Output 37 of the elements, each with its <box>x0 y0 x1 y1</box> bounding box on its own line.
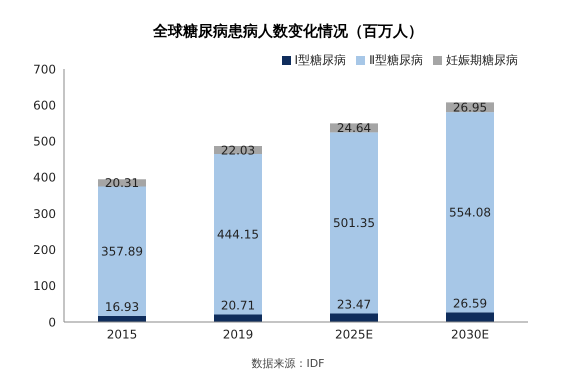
data-label: 23.47 <box>336 298 372 312</box>
legend-label: Ⅰ型糖尿病 <box>294 53 346 67</box>
y-tick-label: 700 <box>33 62 56 76</box>
data-label: 16.93 <box>104 300 140 314</box>
source-note: 数据来源：IDF <box>250 356 326 371</box>
data-label: 444.15 <box>217 228 259 242</box>
bar <box>98 186 146 316</box>
data-label: 22.03 <box>220 143 256 158</box>
y-tick-label: 0 <box>48 315 56 330</box>
data-label: 20.71 <box>220 298 256 313</box>
data-label: 20.31 <box>104 176 140 190</box>
x-tick-label: 2030E <box>450 328 490 342</box>
data-label: 24.64 <box>336 121 372 136</box>
y-tick-label: 500 <box>33 134 56 149</box>
x-tick-label: 2019 <box>222 328 254 342</box>
y-tick-label: 600 <box>33 98 56 112</box>
data-label: 26.59 <box>452 296 488 310</box>
y-tick-label: 300 <box>33 206 56 221</box>
chart-title: 全球糖尿病患病人数变化情况（百万人） <box>152 21 424 42</box>
y-tick-label: 100 <box>33 279 56 294</box>
bar <box>446 112 494 312</box>
legend-label: Ⅱ型糖尿病 <box>369 53 423 67</box>
bar <box>330 314 378 322</box>
x-tick-label: 2015 <box>106 328 138 342</box>
data-label: 357.89 <box>101 244 143 258</box>
bar <box>330 132 378 314</box>
bar <box>98 316 146 322</box>
data-label: 554.08 <box>449 206 491 220</box>
x-tick-label: 2025E <box>334 328 374 342</box>
bar <box>214 314 262 322</box>
bar <box>446 312 494 322</box>
y-tick-label: 400 <box>33 170 56 185</box>
bar <box>214 154 262 315</box>
legend-label: 妊娠期糖尿病 <box>446 53 518 67</box>
data-label: 26.95 <box>452 100 488 115</box>
data-label: 501.35 <box>333 216 375 230</box>
y-tick-label: 200 <box>33 242 56 257</box>
